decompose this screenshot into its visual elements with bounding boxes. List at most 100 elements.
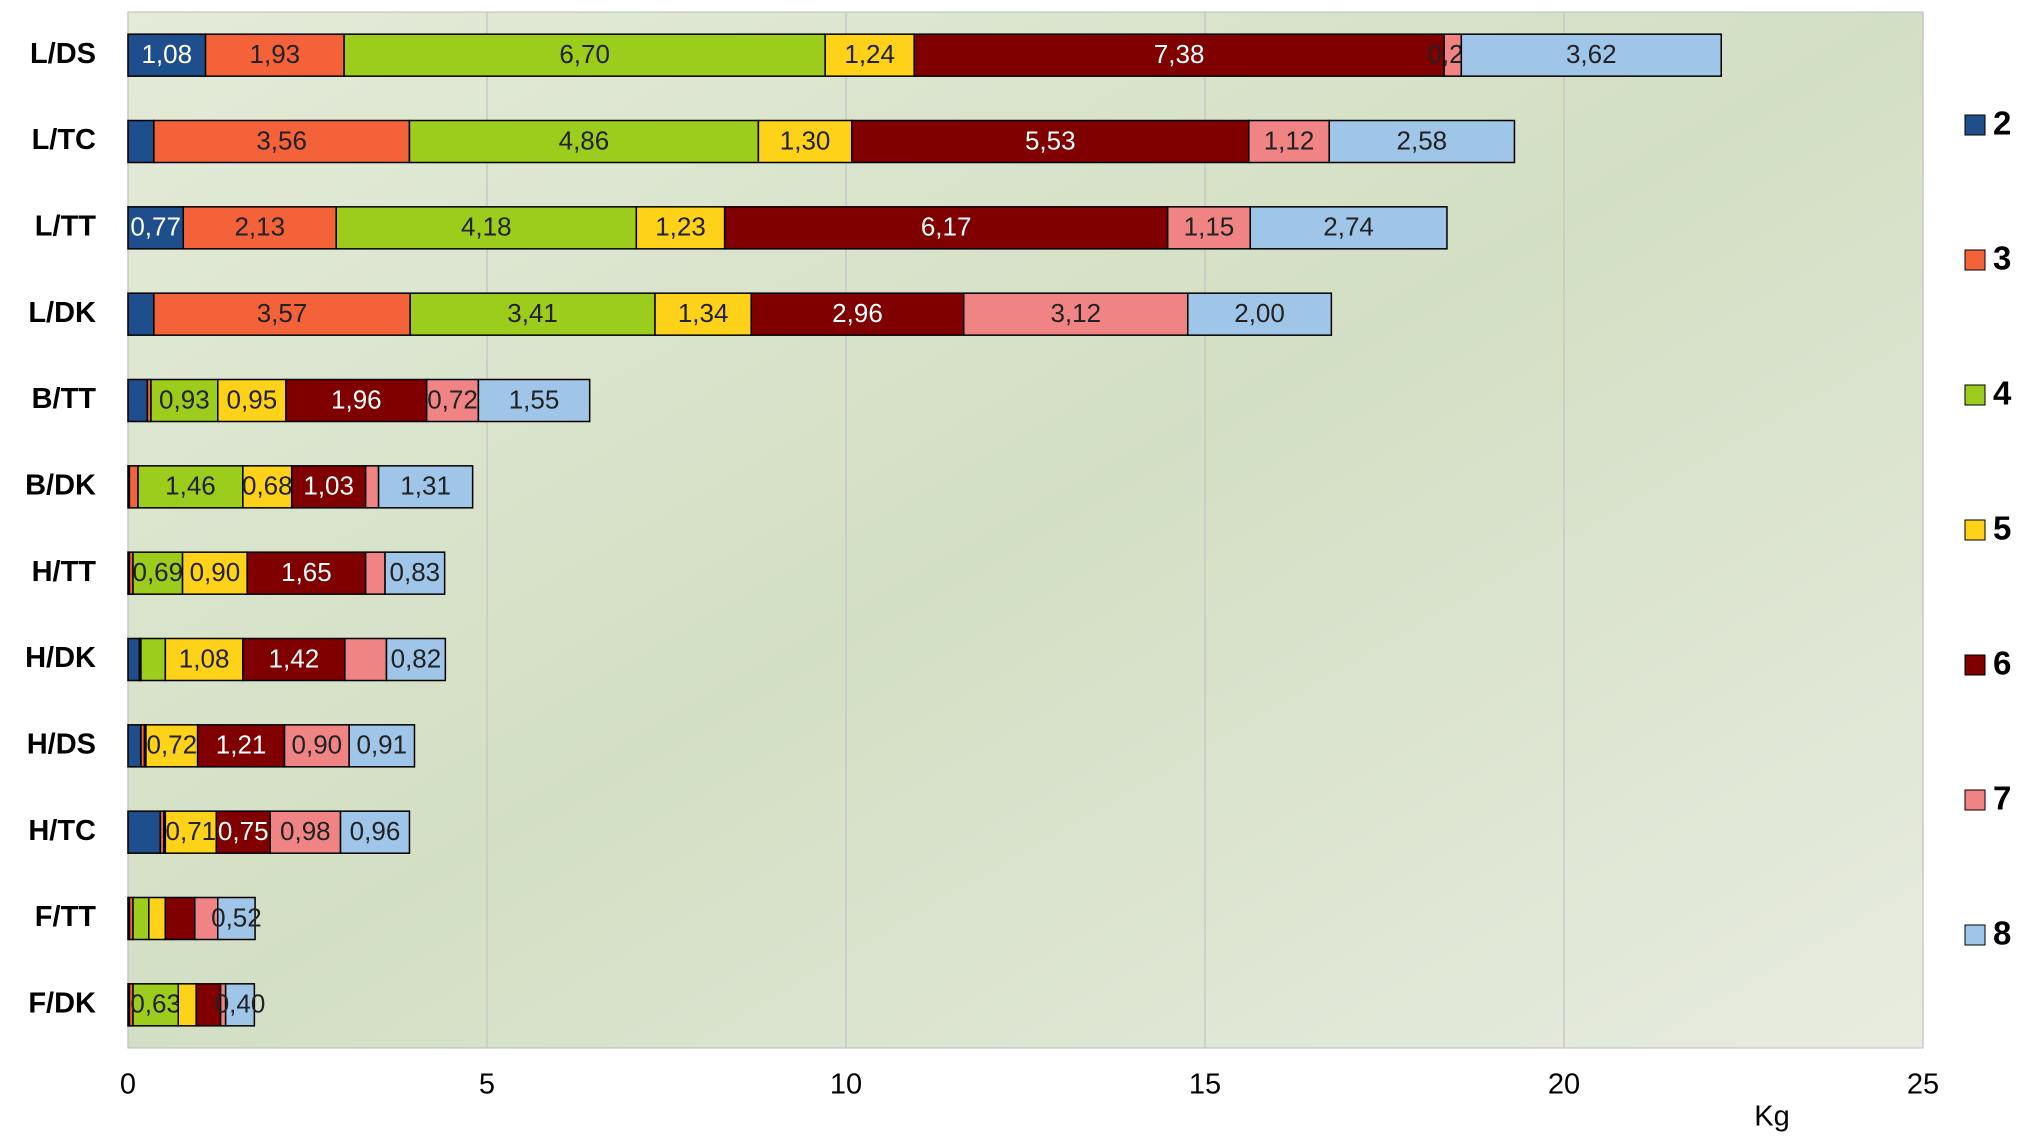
- value-label: 2,96: [832, 298, 883, 328]
- bar-segment: [824, 33, 915, 77]
- y-tick-label: F/TT: [35, 901, 96, 933]
- value-label: 0,52: [211, 902, 262, 932]
- bar-segment: [757, 119, 853, 164]
- legend-swatch: [1964, 789, 1986, 811]
- value-label: 1,31: [400, 471, 451, 501]
- x-tick-label: 10: [830, 1069, 862, 1101]
- legend-label: 6: [1993, 645, 2011, 682]
- legend-swatch: [1964, 654, 1986, 676]
- legend-swatch: [1964, 114, 1986, 136]
- value-label: 2,13: [234, 212, 285, 242]
- legend-swatch: [1964, 384, 1986, 406]
- value-label: 0,75: [218, 816, 269, 846]
- value-label: 1,08: [141, 39, 192, 69]
- bar-segment: [132, 896, 150, 941]
- bar-segment: [377, 465, 474, 509]
- value-label: 3,41: [507, 298, 558, 328]
- value-label: 6,17: [921, 212, 972, 242]
- x-axis-label: Kg: [1754, 1101, 1789, 1133]
- bar-segment: [164, 896, 196, 941]
- value-label: 1,03: [303, 471, 354, 501]
- bar-segment: [217, 378, 287, 423]
- y-tick-label: L/DS: [30, 38, 96, 70]
- legend-label: 5: [1993, 510, 2011, 547]
- bar-segment: [127, 724, 142, 768]
- bar-segment: [409, 292, 656, 336]
- bar-segment: [385, 637, 447, 682]
- bar-segment: [1166, 206, 1251, 250]
- y-tick-label: H/TC: [28, 815, 96, 847]
- value-label: 1,12: [1264, 125, 1315, 155]
- value-label: 0,77: [130, 212, 181, 242]
- x-tick-label: 20: [1548, 1069, 1580, 1101]
- bar-segment: [148, 896, 167, 941]
- value-label: 0,98: [280, 816, 331, 846]
- value-label: 0,95: [227, 384, 278, 414]
- bar-segment: [215, 810, 271, 854]
- y-tick-label: H/TT: [32, 556, 97, 588]
- bar-segment: [1460, 33, 1722, 77]
- bar-segment: [242, 637, 346, 682]
- legend-swatch: [1964, 249, 1986, 271]
- bar-segment: [127, 292, 155, 336]
- legend-label: 3: [1993, 240, 2011, 277]
- bar-segment: [195, 983, 222, 1027]
- bar-segment: [217, 896, 256, 941]
- value-label: 0,72: [427, 384, 478, 414]
- value-label: 0,63: [130, 989, 181, 1019]
- legend-label: 2: [1993, 105, 2011, 142]
- value-label: 1,96: [331, 384, 382, 414]
- bar-segment: [723, 206, 1169, 250]
- value-label: 7,38: [1154, 39, 1205, 69]
- bar-segment: [224, 983, 256, 1027]
- value-label: 0,40: [215, 989, 266, 1019]
- value-label: 0,72: [146, 730, 197, 760]
- value-label: 0,90: [292, 730, 343, 760]
- bar-segment: [1328, 119, 1516, 164]
- y-tick-label: H/DS: [27, 728, 96, 760]
- value-label: 3,56: [256, 125, 307, 155]
- bar-segment: [1187, 292, 1333, 336]
- value-label: 3,57: [257, 298, 308, 328]
- bar-segment: [196, 724, 286, 768]
- value-label: 0,93: [159, 384, 210, 414]
- bar-segment: [127, 33, 207, 77]
- value-label: 2,00: [1234, 298, 1285, 328]
- y-tick-label: B/DK: [25, 469, 96, 501]
- bar-segment: [140, 637, 167, 682]
- value-label: 0,71: [166, 816, 217, 846]
- bar-segment: [384, 551, 446, 595]
- bar-segment: [246, 551, 367, 595]
- bar-segment: [1248, 119, 1330, 164]
- bar-segment: [150, 378, 219, 423]
- y-tick-label: L/DK: [28, 297, 96, 329]
- bar-segment: [1249, 206, 1448, 250]
- bar-segment: [132, 983, 180, 1027]
- value-label: 1,21: [216, 730, 267, 760]
- bar-segment: [153, 119, 411, 164]
- value-label: 0,90: [190, 557, 241, 587]
- value-label: 0,83: [390, 557, 441, 587]
- bar-segment: [344, 637, 388, 682]
- x-tick-label: 5: [479, 1069, 495, 1101]
- bar-segment: [339, 810, 411, 854]
- x-tick-label: 25: [1907, 1069, 1939, 1101]
- value-label: 0,82: [391, 643, 442, 673]
- legend-label: 7: [1993, 780, 2011, 817]
- legend-label: 4: [1993, 375, 2012, 412]
- bar-segment: [654, 292, 752, 336]
- value-label: 1,15: [1184, 212, 1235, 242]
- value-label: 0,69: [132, 557, 183, 587]
- legend-swatch: [1964, 924, 1986, 946]
- value-label: 4,86: [559, 125, 610, 155]
- y-tick-label: L/TT: [35, 210, 96, 242]
- x-tick-label: 15: [1189, 1069, 1221, 1101]
- bar-segment: [127, 206, 185, 250]
- y-tick-label: H/DK: [25, 642, 96, 674]
- bar-segment: [477, 378, 591, 423]
- bar-segment: [348, 724, 416, 768]
- value-label: 0,68: [242, 471, 293, 501]
- bar-segment: [164, 637, 244, 682]
- value-label: 2,74: [1323, 212, 1374, 242]
